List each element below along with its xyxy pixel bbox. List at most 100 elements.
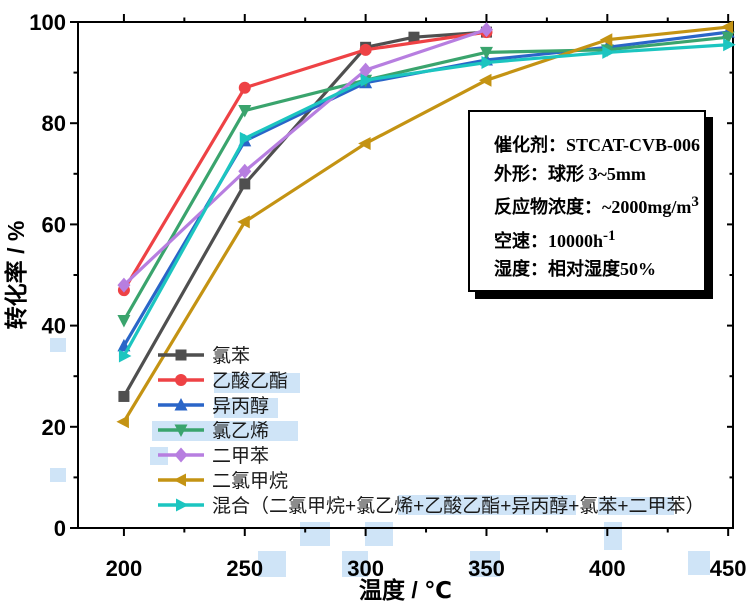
x-tick-label: 250	[226, 556, 263, 581]
triangle-right-marker-icon	[602, 45, 615, 59]
axis-ticks	[70, 14, 733, 536]
triangle-right-marker-icon	[239, 131, 253, 145]
selection-artifact	[50, 338, 66, 352]
y-tick-label: 60	[42, 212, 66, 237]
triangle-down-marker-icon	[721, 31, 735, 45]
square-marker-icon	[408, 31, 420, 43]
series-4-line	[122, 27, 489, 287]
triangle-right-marker-icon	[360, 73, 374, 87]
info-line-label: 催化剂：	[494, 135, 566, 155]
legend-key-icon	[158, 349, 204, 360]
info-line-value: 相对湿度50%	[548, 259, 656, 279]
selection-artifact	[214, 373, 300, 393]
legend-key-icon	[158, 447, 204, 462]
triangle-left-marker-icon	[599, 33, 613, 47]
info-line-superscript: -1	[603, 227, 616, 244]
info-line-1: 外形：球形 3~5mm	[494, 163, 694, 185]
info-line-superscript: 3	[691, 194, 699, 210]
triangle-left-marker-icon	[116, 415, 129, 429]
selection-artifact	[300, 522, 330, 546]
legend-key-icon	[158, 397, 204, 410]
info-line-2: 反应物浓度：~2000mg/m3	[494, 191, 699, 218]
selection-artifact	[258, 551, 286, 577]
square-marker-icon	[175, 349, 187, 360]
legend-key-icon	[158, 373, 204, 386]
triangle-left-marker-icon	[237, 215, 250, 229]
info-line-value: 10000h	[548, 230, 604, 251]
series-3-line	[122, 35, 730, 323]
selection-artifact	[365, 522, 393, 546]
series-6	[118, 38, 736, 363]
selection-artifact	[598, 497, 674, 515]
legend-item-0: 氯苯	[156, 342, 704, 367]
selection-artifact	[688, 551, 710, 575]
y-axis-tick-labels: 0 20 40 60 80 100	[29, 10, 66, 541]
diamond-marker-icon	[117, 277, 131, 293]
parameters-info-box: 催化剂：STCAT-CVB-006 外形：球形 3~5mm 反应物浓度：~2000m…	[468, 110, 706, 292]
y-tick-label: 0	[54, 516, 66, 541]
triangle-right-marker-icon	[481, 55, 494, 69]
legend-label: 混合（二氯甲烷+氯乙烯+乙酸乙酯+异丙醇+氯苯+二甲苯）	[212, 496, 705, 517]
triangle-down-marker-icon	[479, 46, 493, 60]
y-tick-label: 20	[42, 415, 66, 440]
selection-artifact	[342, 551, 368, 577]
x-tick-label: 300	[347, 556, 384, 581]
series-5-line	[122, 25, 730, 424]
triangle-left-marker-icon	[720, 20, 734, 34]
triangle-left-marker-icon	[478, 73, 492, 87]
legend-key-icon	[158, 473, 204, 486]
legend-label: 乙酸乙酯	[212, 371, 289, 392]
circle-marker-icon	[359, 43, 372, 56]
selection-artifact	[214, 398, 278, 418]
legend-item-1: 乙酸乙酯	[156, 367, 704, 392]
chart-legend: 氯苯乙酸乙酯异丙醇氯乙烯二甲苯 二氯甲烷混合（二氯甲烷+氯乙烯+乙酸乙酯+异丙醇+…	[156, 342, 704, 517]
info-line-value: STCAT-CVB-006	[566, 135, 701, 155]
triangle-left-marker-icon	[173, 473, 186, 486]
triangle-right-marker-icon	[176, 498, 189, 511]
selection-artifact	[470, 551, 500, 577]
info-line-4: 湿度：相对湿度50%	[494, 258, 694, 280]
triangle-right-marker-icon	[723, 38, 736, 52]
selection-artifact	[50, 468, 66, 482]
square-marker-icon	[118, 390, 130, 402]
triangle-up-marker-icon	[174, 397, 188, 410]
x-tick-label: 450	[710, 556, 747, 581]
square-marker-icon	[239, 178, 251, 190]
legend-item-6: 混合（二氯甲烷+氯乙烯+乙酸乙酯+异丙醇+氯苯+二甲苯）	[156, 492, 704, 517]
x-axis-title: 温度 / ℃	[359, 577, 452, 603]
x-axis-tick-labels: 200 250 300 350 400 450	[106, 556, 747, 581]
info-line-label: 外形：	[494, 163, 548, 184]
legend-label: 氯苯	[212, 346, 251, 367]
diamond-marker-icon	[238, 163, 252, 179]
diamond-marker-icon	[359, 62, 373, 78]
info-line-value: ~2000mg/m	[602, 197, 692, 217]
x-tick-label: 400	[589, 556, 626, 581]
legend-item-2: 异丙醇	[156, 392, 704, 417]
x-tick-label: 350	[468, 556, 505, 581]
triangle-down-marker-icon	[117, 315, 131, 328]
series-1	[117, 26, 493, 297]
series-6-line	[122, 43, 730, 358]
circle-marker-icon	[175, 373, 187, 386]
circle-marker-icon	[238, 81, 251, 94]
info-line-label: 湿度：	[494, 259, 548, 279]
triangle-left-marker-icon	[358, 136, 371, 150]
legend-key-icon	[158, 498, 204, 511]
selection-artifact	[398, 495, 576, 515]
series-4	[117, 22, 493, 293]
triangle-right-marker-icon	[118, 349, 132, 363]
legend-label: 二甲苯	[212, 446, 270, 467]
legend-label: 氯乙烯	[212, 421, 270, 442]
y-tick-label: 100	[29, 10, 66, 35]
y-tick-label: 80	[42, 111, 66, 136]
x-tick-label: 200	[106, 556, 143, 581]
legend-item-3: 氯乙烯	[156, 417, 704, 442]
diamond-marker-icon	[174, 447, 188, 462]
legend-label: 异丙醇	[212, 396, 270, 417]
legend-item-5: 二氯甲烷	[156, 467, 704, 492]
info-line-label: 反应物浓度：	[494, 197, 602, 217]
diamond-marker-icon	[479, 22, 493, 38]
legend-key-icon	[158, 424, 204, 437]
